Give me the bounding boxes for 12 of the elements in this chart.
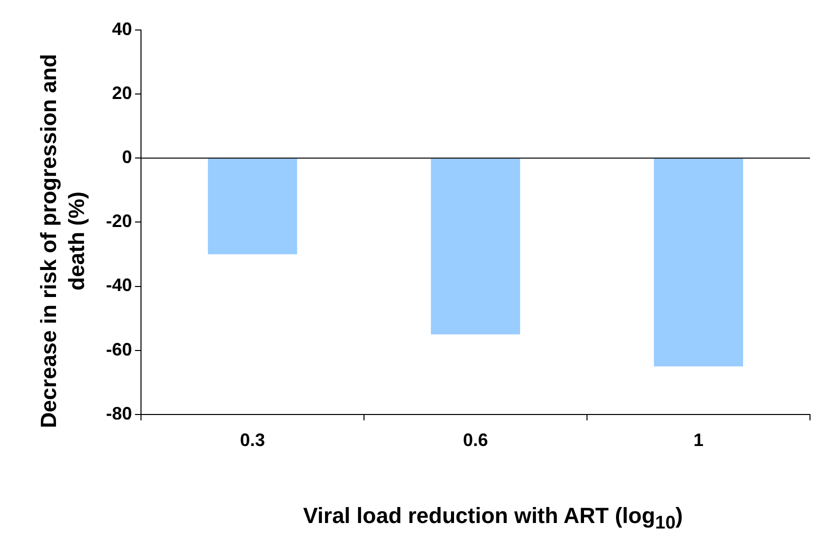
y-tick-label: -40 — [106, 275, 132, 296]
x-axis-title: Viral load reduction with ART (log$_{10}$) — [302, 503, 684, 534]
y-tick-label: 20 — [112, 83, 132, 104]
y-tick-label: 40 — [112, 18, 132, 39]
x-tick-label: 0.3 — [240, 430, 266, 450]
x-tick-label: 0.6 — [462, 430, 488, 450]
y-tick-label: -80 — [106, 403, 132, 424]
y-tick-label: 0 — [122, 147, 132, 168]
y-axis-title: Decrease in risk of progression and death (%) — [35, 52, 90, 430]
x-tick-label: 1 — [693, 430, 704, 450]
y-tick-label: -60 — [106, 339, 132, 360]
y-tick-label: -20 — [106, 211, 132, 232]
